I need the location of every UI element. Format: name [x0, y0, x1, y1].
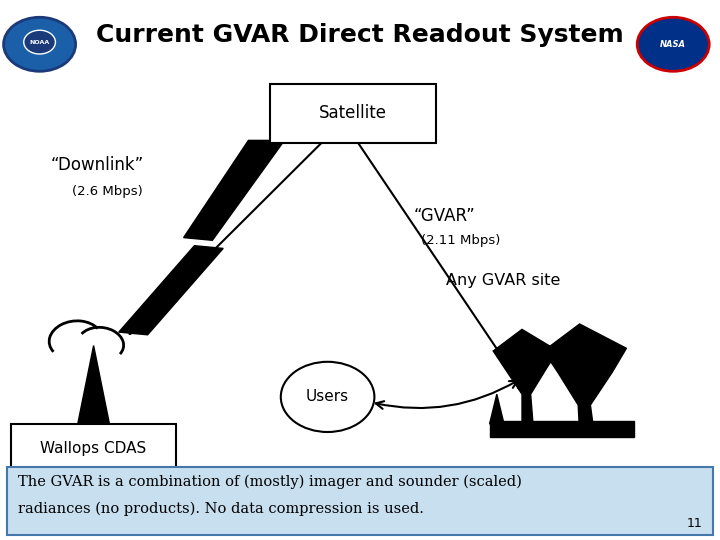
Text: The GVAR is a combination of (mostly) imager and sounder (scaled): The GVAR is a combination of (mostly) im…	[18, 474, 522, 489]
Circle shape	[637, 17, 709, 71]
Text: (2.6 Mbps): (2.6 Mbps)	[72, 185, 143, 198]
Circle shape	[24, 30, 55, 54]
Text: Wallops CDAS: Wallops CDAS	[40, 441, 147, 456]
Polygon shape	[490, 421, 634, 437]
Circle shape	[4, 17, 76, 71]
Polygon shape	[490, 394, 504, 424]
Polygon shape	[78, 346, 109, 424]
Text: (2.11 Mbps): (2.11 Mbps)	[421, 234, 500, 247]
FancyBboxPatch shape	[270, 84, 436, 143]
Text: NASA: NASA	[660, 40, 686, 49]
Text: Satellite: Satellite	[319, 104, 387, 123]
Text: “GVAR”: “GVAR”	[414, 207, 476, 225]
Text: 11: 11	[686, 517, 702, 530]
Polygon shape	[184, 140, 284, 240]
Circle shape	[281, 362, 374, 432]
FancyBboxPatch shape	[11, 424, 176, 472]
Text: “Downlink”: “Downlink”	[50, 156, 144, 174]
Text: Any GVAR site: Any GVAR site	[446, 273, 561, 288]
Text: Current GVAR Direct Readout System: Current GVAR Direct Readout System	[96, 23, 624, 47]
Text: NOAA: NOAA	[30, 39, 50, 45]
Polygon shape	[544, 324, 626, 432]
FancyBboxPatch shape	[7, 467, 713, 535]
Text: radiances (no products). No data compression is used.: radiances (no products). No data compres…	[18, 501, 424, 516]
Text: Users: Users	[306, 389, 349, 404]
Polygon shape	[493, 329, 558, 421]
Polygon shape	[119, 246, 223, 335]
